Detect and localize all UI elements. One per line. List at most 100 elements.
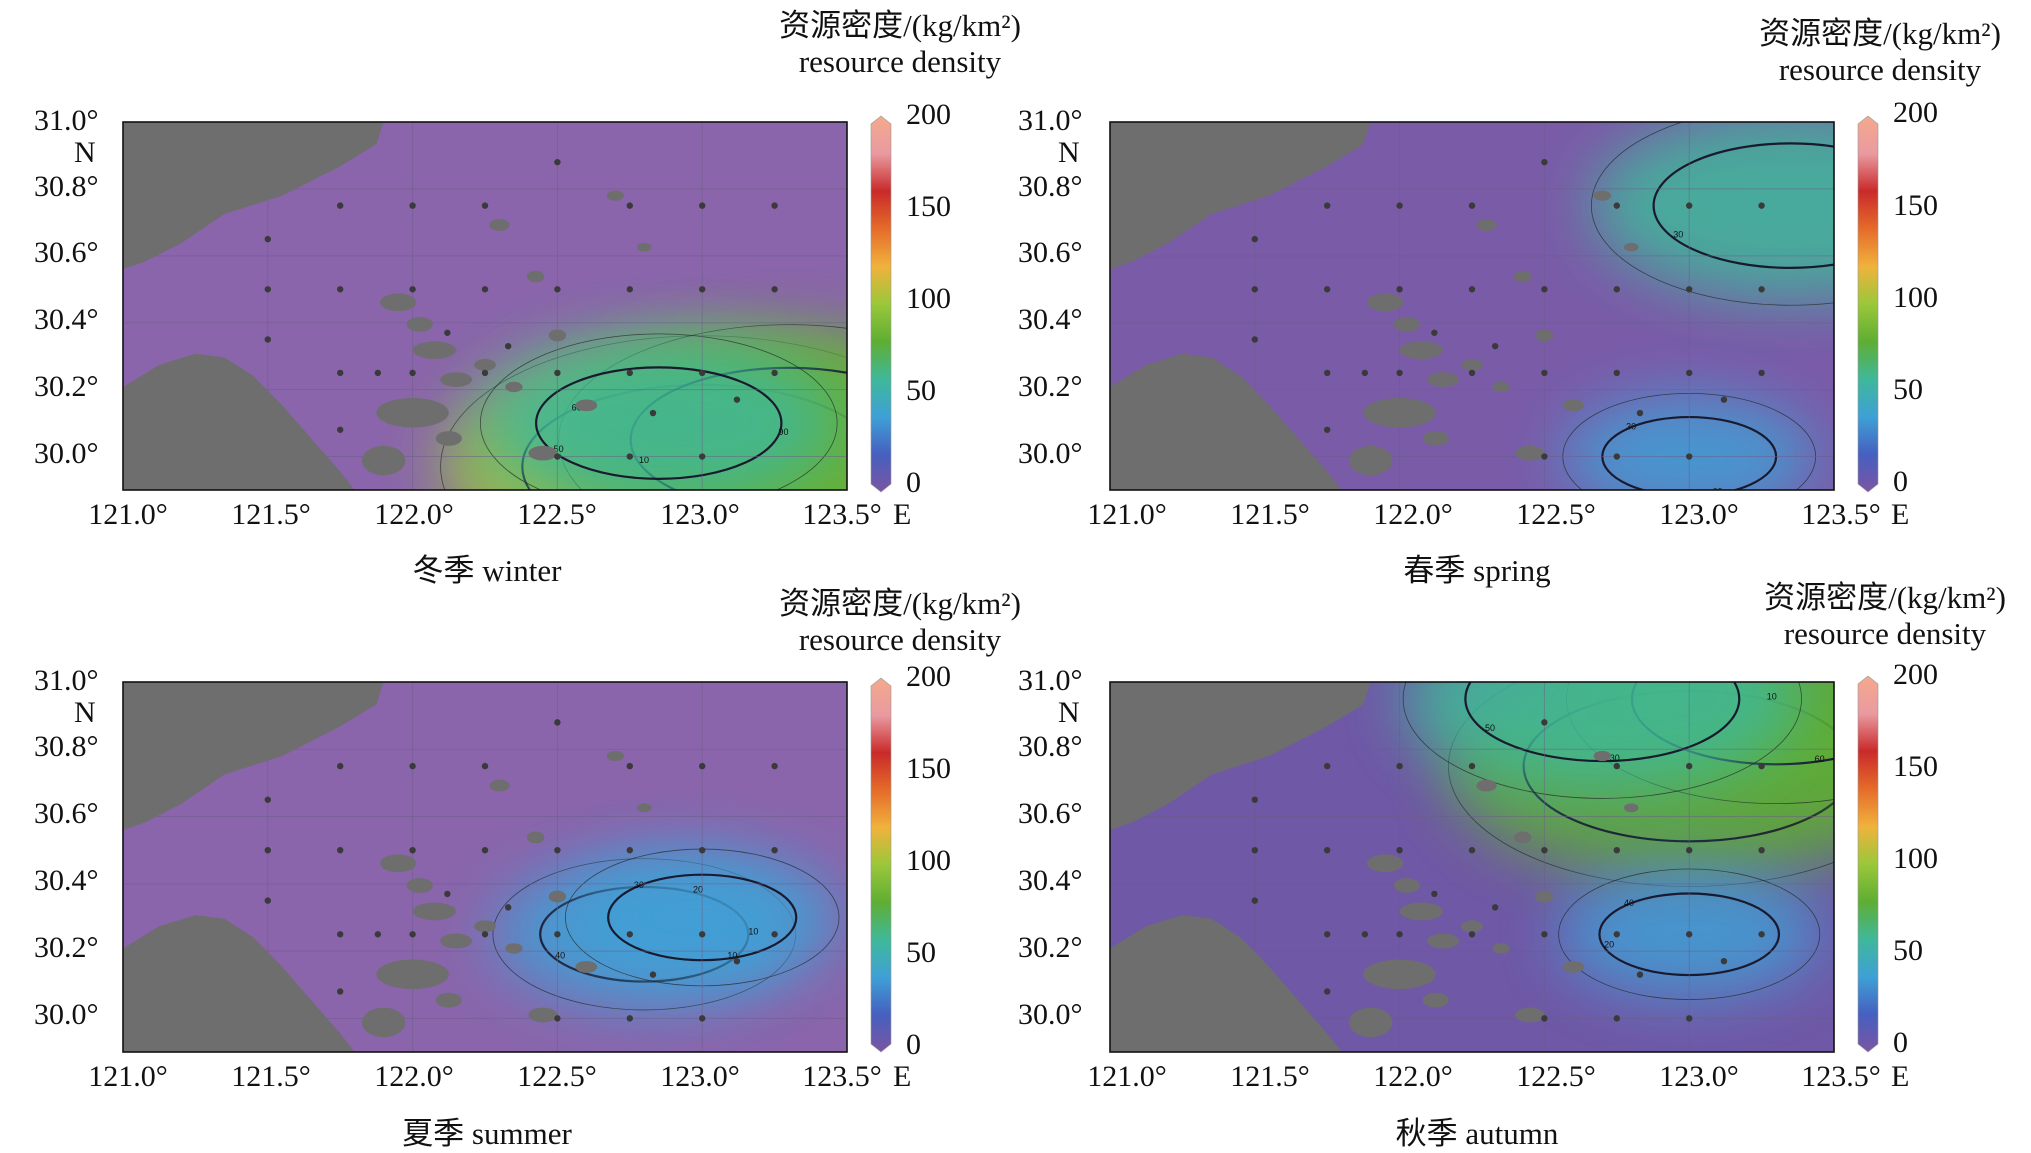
island (1624, 242, 1639, 252)
sampling-station (699, 202, 706, 209)
sampling-station (1686, 453, 1693, 460)
sampling-station (626, 762, 633, 770)
x-tick-label: 122.0° (1373, 498, 1453, 531)
island (1348, 445, 1393, 476)
season-label-autumn: 秋季 autumn (1395, 1116, 1559, 1151)
sampling-station (1686, 286, 1693, 293)
density-hotspot (1403, 682, 1802, 793)
island (489, 779, 510, 792)
sampling-station (1431, 329, 1438, 336)
density-field: 8060504010303020 (1110, 682, 1927, 1052)
colorbar-tick: 150 (1893, 189, 1938, 222)
density-field: 2030506070907010 (123, 122, 847, 490)
sampling-station (1686, 202, 1693, 209)
density-hotspot (480, 339, 838, 490)
colorbar (870, 115, 892, 493)
sampling-station (1324, 202, 1331, 209)
island (489, 219, 510, 231)
sampling-station (1613, 846, 1620, 854)
contour-label: 40 (1624, 898, 1634, 908)
sampling-station (626, 369, 633, 377)
island (548, 890, 567, 903)
contour-line (1652, 142, 1834, 269)
colorbar-tick: 200 (906, 660, 951, 693)
sampling-station (1468, 202, 1476, 209)
island (474, 920, 496, 933)
sampling-station (1251, 897, 1258, 904)
colorbar-title-cn: 资源密度/(kg/km²) (779, 586, 1021, 621)
sampling-station (264, 235, 271, 243)
colorbar-tick: 150 (906, 752, 951, 785)
sampling-station (733, 957, 741, 965)
map-plot-autumn: 8060504010303020 (1109, 675, 1927, 1053)
sampling-station (699, 846, 706, 854)
colorbar-tick: 150 (1893, 750, 1938, 783)
x-tick-label: 121.0° (1087, 498, 1167, 531)
map-panel-winter: 资源密度/(kg/km²) resource density 203050607… (0, 0, 1021, 588)
island (412, 341, 457, 359)
sampling-station (1396, 846, 1403, 854)
latitude-unit-label: N (74, 696, 96, 729)
sampling-station (444, 890, 451, 898)
x-tick-label: 121.5° (231, 498, 311, 531)
x-tick-label: 123.0° (660, 1060, 740, 1093)
y-tick-label: 30.0° (1018, 998, 1083, 1031)
colorbar (1857, 115, 1879, 493)
land-mass (123, 353, 355, 490)
sampling-station (264, 897, 271, 904)
colorbar-title-cn: 资源密度/(kg/km²) (779, 8, 1021, 43)
y-tick-label: 30.6° (1018, 797, 1083, 830)
island (548, 329, 567, 342)
sampling-station (409, 762, 416, 770)
x-tick-label: 121.5° (1230, 1060, 1310, 1093)
x-tick-label: 123.5° (802, 498, 882, 531)
sampling-station (504, 904, 512, 911)
island (575, 960, 598, 973)
island (1367, 854, 1404, 873)
colorbar-tick: 0 (906, 1028, 921, 1061)
colorbar-title-en: resource density (798, 622, 1002, 657)
y-tick-label: 30.6° (34, 236, 99, 269)
contour-label: 60 (1712, 487, 1722, 497)
sampling-station (699, 286, 706, 293)
island (1513, 831, 1532, 844)
sampling-station (626, 846, 633, 854)
island (1535, 890, 1554, 903)
island (1348, 1007, 1393, 1038)
sampling-station (771, 931, 778, 938)
x-tick-label: 122.5° (1516, 1060, 1596, 1093)
season-label-winter: 冬季 winter (412, 553, 562, 588)
colorbar-tick: 100 (1893, 842, 1938, 875)
sampling-station (337, 931, 344, 938)
island (474, 358, 496, 371)
contour-label: 30 (1917, 705, 1927, 715)
contour-line (480, 333, 838, 490)
sampling-station (1541, 931, 1548, 938)
island (1515, 445, 1545, 461)
sampling-station (1468, 369, 1476, 377)
plot-frame (122, 121, 848, 491)
sampling-station (626, 286, 633, 293)
island (575, 399, 598, 412)
y-tick-label: 30.0° (34, 998, 99, 1031)
colorbar-title: 资源密度/(kg/km²) resource density (735, 8, 1065, 80)
sampling-station (444, 329, 451, 336)
contour-label: 10 (727, 951, 737, 961)
sampling-station (409, 202, 416, 209)
sampling-station (771, 202, 778, 209)
map-panel-spring: 资源密度/(kg/km²) resource density 40 60 30 30 5… (1015, 0, 2031, 588)
sampling-station (1541, 158, 1548, 166)
colorbar (870, 677, 892, 1053)
sampling-station (1251, 336, 1258, 343)
island (1393, 317, 1420, 332)
sampling-station (554, 158, 561, 166)
y-tick-label: 30.8° (34, 170, 99, 203)
sampling-station (649, 971, 657, 978)
y-tick-label: 30.6° (1018, 236, 1083, 269)
island (637, 803, 652, 813)
island (380, 854, 417, 873)
island (435, 992, 462, 1008)
density-field: 10 10 40 30 20 (123, 682, 847, 1052)
